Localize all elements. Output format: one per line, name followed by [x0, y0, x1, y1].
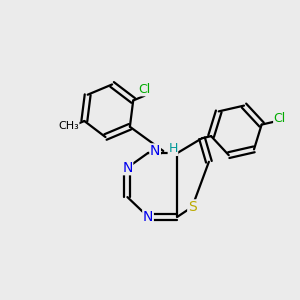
Text: Cl: Cl — [274, 112, 286, 124]
Text: S: S — [188, 200, 197, 214]
Text: H: H — [168, 142, 178, 155]
Text: Cl: Cl — [139, 83, 151, 96]
Text: CH₃: CH₃ — [58, 121, 79, 131]
Text: N: N — [150, 144, 160, 158]
Text: N: N — [122, 161, 133, 175]
Text: N: N — [143, 210, 153, 224]
